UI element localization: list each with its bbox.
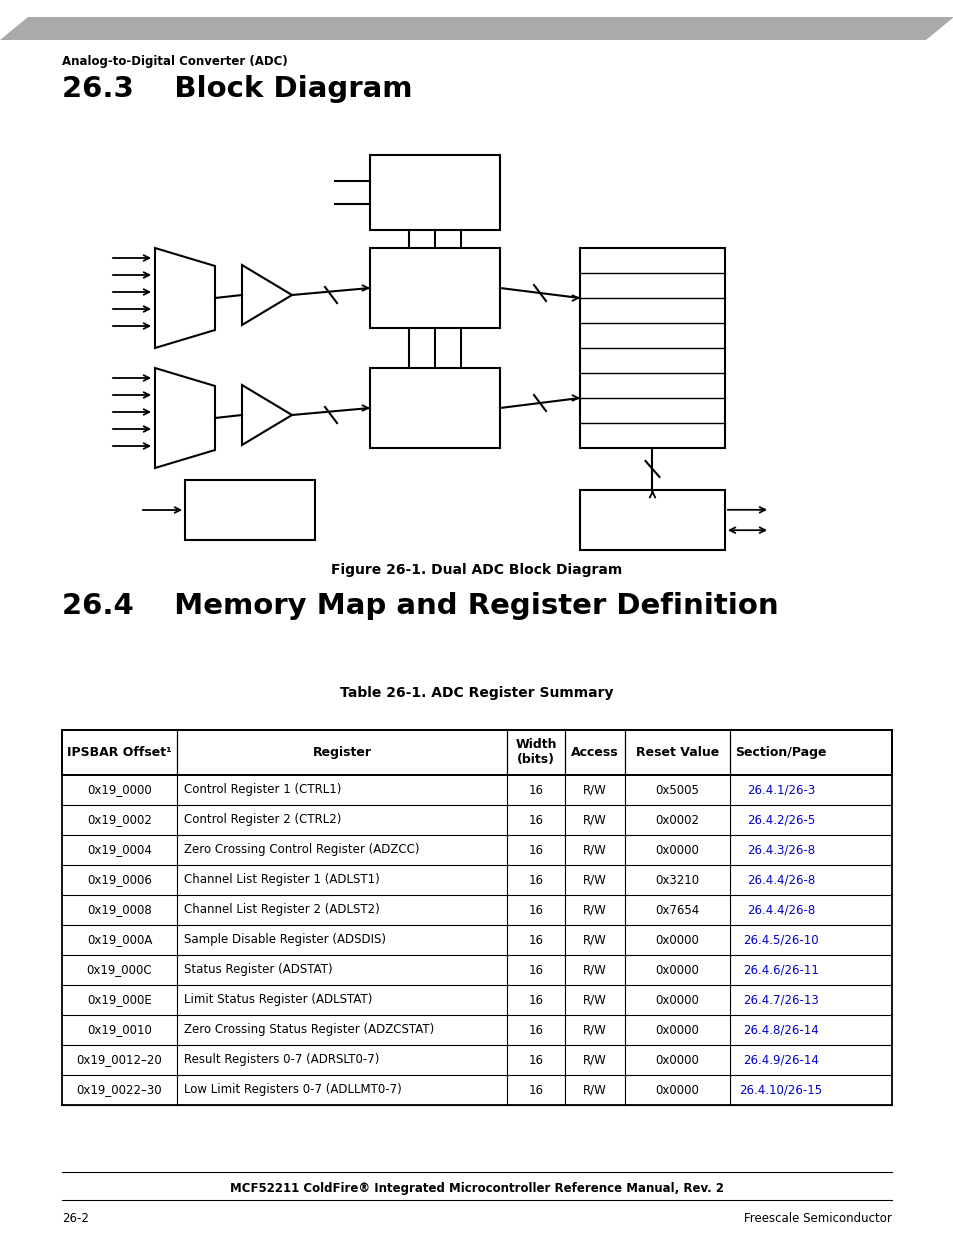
Text: 16: 16: [528, 1053, 543, 1067]
Text: Sample Disable Register (ADSDIS): Sample Disable Register (ADSDIS): [184, 934, 386, 946]
Bar: [370, 156, 499, 230]
Text: R/W: R/W: [582, 993, 606, 1007]
Text: 26.4.4/26-8: 26.4.4/26-8: [746, 904, 814, 916]
Text: 0x0000: 0x0000: [655, 1083, 699, 1097]
Text: 0x0000: 0x0000: [655, 1024, 699, 1036]
Text: 0x0000: 0x0000: [655, 844, 699, 857]
Text: Freescale Semiconductor: Freescale Semiconductor: [743, 1212, 891, 1225]
Bar: [62, 730, 891, 776]
Text: 26.4    Memory Map and Register Definition: 26.4 Memory Map and Register Definition: [62, 592, 778, 620]
Text: Zero Crossing Control Register (ADZCC): Zero Crossing Control Register (ADZCC): [184, 844, 419, 857]
Text: 0x19_0022–30: 0x19_0022–30: [76, 1083, 162, 1097]
Text: 0x19_0008: 0x19_0008: [87, 904, 152, 916]
Text: Status Register (ADSTAT): Status Register (ADSTAT): [184, 963, 333, 977]
Text: 0x19_0002: 0x19_0002: [87, 814, 152, 826]
Text: 16: 16: [528, 934, 543, 946]
Text: 0x19_0004: 0x19_0004: [87, 844, 152, 857]
Text: Section/Page: Section/Page: [735, 746, 826, 760]
Text: R/W: R/W: [582, 934, 606, 946]
Text: 0x19_000A: 0x19_000A: [87, 934, 152, 946]
Text: Register: Register: [313, 746, 371, 760]
Text: Reset Value: Reset Value: [636, 746, 719, 760]
Text: Table 26-1. ADC Register Summary: Table 26-1. ADC Register Summary: [340, 685, 613, 700]
Text: R/W: R/W: [582, 904, 606, 916]
Text: 26.4.4/26-8: 26.4.4/26-8: [746, 873, 814, 887]
Text: 0x19_0010: 0x19_0010: [87, 1024, 152, 1036]
Text: 16: 16: [528, 1083, 543, 1097]
Text: 16: 16: [528, 783, 543, 797]
Text: 0x0000: 0x0000: [655, 993, 699, 1007]
Text: 16: 16: [528, 963, 543, 977]
Text: Result Registers 0-7 (ADRSLT0-7): Result Registers 0-7 (ADRSLT0-7): [184, 1053, 379, 1067]
Text: Width
(bits): Width (bits): [515, 739, 557, 767]
Polygon shape: [154, 368, 214, 468]
Text: 0x7654: 0x7654: [655, 904, 699, 916]
Text: R/W: R/W: [582, 814, 606, 826]
Text: 0x0002: 0x0002: [655, 814, 699, 826]
Text: 16: 16: [528, 993, 543, 1007]
Text: 0x19_000E: 0x19_000E: [87, 993, 152, 1007]
Text: Access: Access: [571, 746, 618, 760]
Bar: [579, 490, 724, 550]
Text: 0x0000: 0x0000: [655, 934, 699, 946]
Text: 26.4.2/26-5: 26.4.2/26-5: [746, 814, 814, 826]
Text: 0x0000: 0x0000: [655, 963, 699, 977]
Text: R/W: R/W: [582, 1024, 606, 1036]
Text: 0x19_0000: 0x19_0000: [87, 783, 152, 797]
Text: 26.4.10/26-15: 26.4.10/26-15: [739, 1083, 821, 1097]
Text: 16: 16: [528, 873, 543, 887]
Bar: [579, 248, 724, 448]
Text: R/W: R/W: [582, 1083, 606, 1097]
Text: Analog-to-Digital Converter (ADC): Analog-to-Digital Converter (ADC): [62, 56, 288, 68]
Text: R/W: R/W: [582, 873, 606, 887]
Text: 26.4.5/26-10: 26.4.5/26-10: [742, 934, 818, 946]
Polygon shape: [154, 248, 214, 348]
Bar: [185, 480, 314, 540]
Text: 26.3    Block Diagram: 26.3 Block Diagram: [62, 75, 412, 103]
Text: 0x5005: 0x5005: [655, 783, 699, 797]
Polygon shape: [242, 385, 292, 445]
Text: 26-2: 26-2: [62, 1212, 89, 1225]
Text: 26.4.8/26-14: 26.4.8/26-14: [742, 1024, 818, 1036]
Text: 0x3210: 0x3210: [655, 873, 699, 887]
Text: 0x19_0006: 0x19_0006: [87, 873, 152, 887]
Text: 0x19_0012–20: 0x19_0012–20: [76, 1053, 162, 1067]
Text: 26.4.1/26-3: 26.4.1/26-3: [746, 783, 814, 797]
Text: IPSBAR Offset¹: IPSBAR Offset¹: [67, 746, 172, 760]
Text: 0x0000: 0x0000: [655, 1053, 699, 1067]
Polygon shape: [0, 17, 953, 40]
Text: Channel List Register 2 (ADLST2): Channel List Register 2 (ADLST2): [184, 904, 379, 916]
Text: 0x19_000C: 0x19_000C: [87, 963, 152, 977]
Text: MCF52211 ColdFire® Integrated Microcontroller Reference Manual, Rev. 2: MCF52211 ColdFire® Integrated Microcontr…: [230, 1182, 723, 1195]
Text: 16: 16: [528, 844, 543, 857]
Polygon shape: [242, 266, 292, 325]
Text: R/W: R/W: [582, 844, 606, 857]
Text: R/W: R/W: [582, 1053, 606, 1067]
Text: Control Register 1 (CTRL1): Control Register 1 (CTRL1): [184, 783, 341, 797]
Bar: [370, 368, 499, 448]
Text: 26.4.9/26-14: 26.4.9/26-14: [742, 1053, 818, 1067]
Text: Figure 26-1. Dual ADC Block Diagram: Figure 26-1. Dual ADC Block Diagram: [331, 563, 622, 577]
Text: Zero Crossing Status Register (ADZCSTAT): Zero Crossing Status Register (ADZCSTAT): [184, 1024, 434, 1036]
Text: 26.4.6/26-11: 26.4.6/26-11: [742, 963, 818, 977]
Text: R/W: R/W: [582, 783, 606, 797]
Text: 16: 16: [528, 904, 543, 916]
Text: 16: 16: [528, 1024, 543, 1036]
Bar: [370, 248, 499, 329]
Text: 26.4.3/26-8: 26.4.3/26-8: [746, 844, 814, 857]
Text: Low Limit Registers 0-7 (ADLLMT0-7): Low Limit Registers 0-7 (ADLLMT0-7): [184, 1083, 401, 1097]
Text: 26.4.7/26-13: 26.4.7/26-13: [742, 993, 818, 1007]
Text: R/W: R/W: [582, 963, 606, 977]
Text: Limit Status Register (ADLSTAT): Limit Status Register (ADLSTAT): [184, 993, 372, 1007]
Text: Control Register 2 (CTRL2): Control Register 2 (CTRL2): [184, 814, 341, 826]
Text: Channel List Register 1 (ADLST1): Channel List Register 1 (ADLST1): [184, 873, 379, 887]
Text: 16: 16: [528, 814, 543, 826]
